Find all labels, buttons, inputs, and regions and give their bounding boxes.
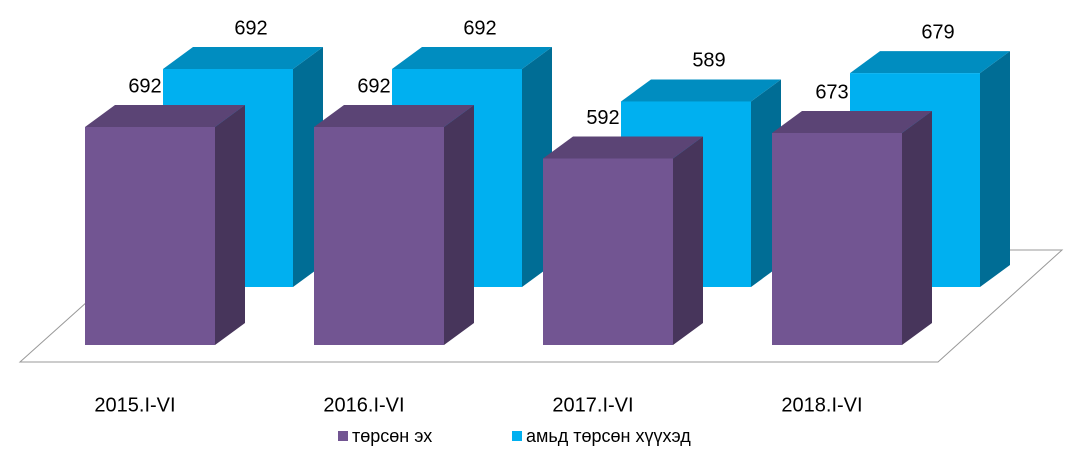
- bar-top: [850, 51, 1010, 74]
- bar-side: [673, 136, 703, 345]
- legend-swatch: [338, 431, 348, 441]
- bar-top: [543, 136, 703, 159]
- bar-top: [85, 105, 245, 127]
- bar-side: [980, 51, 1010, 288]
- data-label: 692: [234, 17, 267, 39]
- bar-side: [215, 105, 245, 345]
- x-tick-label: 2017.I-VI: [552, 394, 633, 416]
- legend-label: амьд төрсөн хүүхэд: [526, 426, 691, 446]
- bar-side: [444, 105, 474, 345]
- data-label: 589: [692, 50, 725, 72]
- bar-top: [163, 47, 323, 69]
- legend-label: төрсөн эх: [352, 426, 432, 446]
- bar: [314, 127, 444, 345]
- x-tick-label: 2015.I-VI: [94, 394, 175, 416]
- data-label: 673: [815, 81, 848, 103]
- x-tick-label: 2016.I-VI: [323, 394, 404, 416]
- x-tick-label: 2018.I-VI: [781, 394, 862, 416]
- bar-top: [621, 79, 781, 102]
- legend-swatch: [512, 431, 522, 441]
- data-label: 692: [128, 75, 161, 97]
- bar: [543, 158, 673, 345]
- bar-side: [902, 110, 932, 345]
- data-label: 692: [463, 17, 496, 39]
- data-label: 692: [357, 75, 390, 97]
- data-label: 592: [586, 107, 619, 129]
- bar-top: [314, 105, 474, 127]
- data-label: 679: [921, 21, 954, 43]
- bar: [85, 127, 215, 345]
- bar: [772, 132, 902, 345]
- bar-top: [772, 110, 932, 133]
- bar-top: [392, 47, 552, 69]
